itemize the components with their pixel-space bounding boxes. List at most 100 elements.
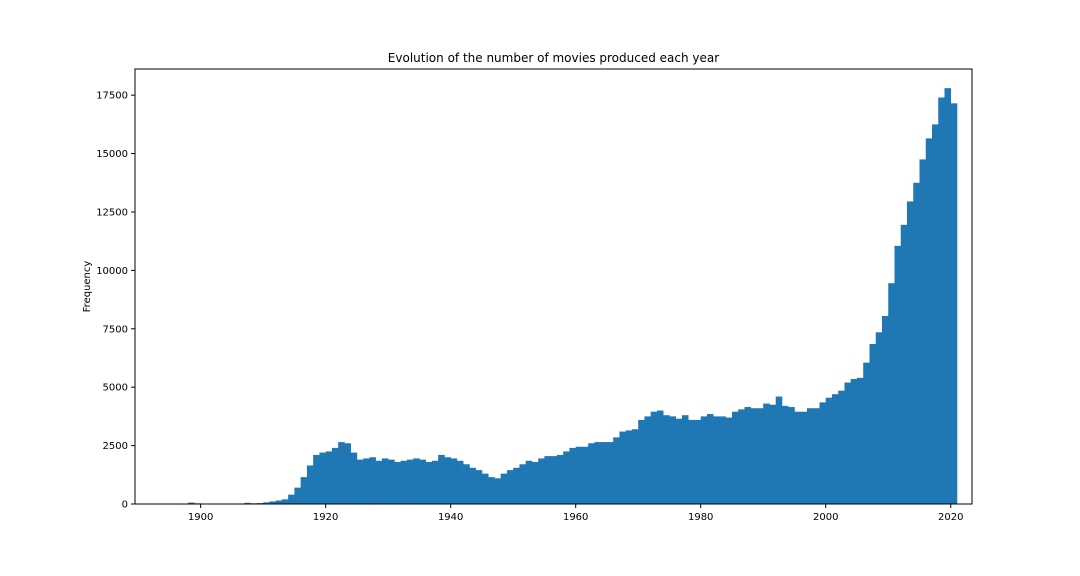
histogram-bar <box>688 419 695 504</box>
histogram-bar <box>713 416 720 504</box>
histogram-bar <box>350 452 358 504</box>
y-tick-label: 12500 <box>96 207 128 218</box>
histogram-bar <box>331 447 339 504</box>
histogram-bar <box>738 409 745 504</box>
histogram-bar <box>606 442 614 504</box>
histogram-bar <box>281 499 289 504</box>
y-axis-ticks: 0 2500 5000 7500 10000 12500 15000 17500 <box>96 91 135 511</box>
histogram-bar <box>569 447 576 504</box>
histogram-bar <box>944 88 952 504</box>
histogram-bar <box>544 456 551 504</box>
x-tick-label: 1960 <box>563 512 588 523</box>
histogram-bar <box>263 502 270 504</box>
histogram-bar <box>775 396 783 504</box>
histogram-bar <box>894 245 902 504</box>
histogram-bar <box>300 477 308 504</box>
histogram-bar <box>844 382 852 504</box>
histogram-bar <box>706 414 714 504</box>
histogram-bar <box>563 451 570 504</box>
histogram-bar <box>525 460 533 504</box>
histogram-bar <box>419 459 426 504</box>
y-tick-label: 17500 <box>96 91 128 102</box>
histogram-bar <box>313 454 320 504</box>
histogram-bar <box>344 443 351 504</box>
histogram-bar <box>400 460 408 504</box>
y-tick-label: 0 <box>122 500 128 511</box>
histogram-bar <box>481 473 489 504</box>
histogram-bar <box>850 379 858 504</box>
histogram-bar <box>825 397 833 504</box>
x-tick-label: 1920 <box>313 512 338 523</box>
histogram-bar <box>381 458 389 504</box>
histogram-bar <box>631 429 639 504</box>
histogram-bar <box>950 103 958 504</box>
histogram-bar <box>819 402 827 504</box>
histogram-bar <box>306 465 314 504</box>
histogram-bar <box>838 390 845 504</box>
histogram-bar <box>269 501 276 504</box>
histogram-bar <box>538 458 545 504</box>
histogram-bar <box>913 182 920 504</box>
histogram-bar <box>625 430 633 504</box>
histogram-bar <box>725 417 733 504</box>
histogram-bar <box>388 459 395 504</box>
histogram-bar <box>275 500 283 504</box>
histogram-bar <box>750 408 758 504</box>
histogram-bar <box>763 403 770 504</box>
histogram-bar <box>938 97 945 504</box>
histogram-bar <box>781 405 789 504</box>
histogram-bar <box>694 419 702 504</box>
histogram-bar <box>856 377 864 504</box>
histogram-bar <box>925 138 933 504</box>
histogram-bar <box>369 457 376 504</box>
histogram-bar <box>406 459 414 504</box>
histogram-bar <box>506 470 514 504</box>
histogram-bar <box>463 464 470 504</box>
histogram-bar <box>500 473 508 504</box>
histogram-bar <box>619 431 626 504</box>
histogram-bar <box>338 442 345 504</box>
x-tick-label: 1980 <box>688 512 713 523</box>
histogram-bar <box>681 415 689 504</box>
axes-frame <box>134 68 973 505</box>
histogram-bar <box>794 411 802 504</box>
histogram-bar <box>444 457 451 504</box>
y-axis-label: Frequency <box>82 261 93 313</box>
histogram-bar <box>450 458 458 504</box>
histogram-bar <box>638 419 645 504</box>
histogram-bar <box>675 418 683 504</box>
x-tick-label: 2000 <box>813 512 838 523</box>
histogram-bar <box>356 459 364 504</box>
histogram-bar <box>719 416 727 504</box>
histogram-bar <box>594 442 601 504</box>
histogram-bar <box>875 332 883 504</box>
x-tick-label: 2020 <box>938 512 963 523</box>
histogram-bar <box>363 458 370 504</box>
histogram-bar <box>888 283 895 504</box>
histogram-bar <box>556 454 564 504</box>
bars-group <box>188 88 958 505</box>
y-tick-label: 7500 <box>103 324 128 335</box>
histogram-bar <box>663 415 670 504</box>
histogram-bar <box>413 458 420 504</box>
histogram-bar <box>469 467 476 504</box>
histogram-bar <box>813 408 820 504</box>
histogram-bar <box>519 464 526 504</box>
histogram-bar <box>588 443 595 504</box>
histogram-bar <box>806 408 814 504</box>
histogram-bar <box>438 454 445 504</box>
histogram-bar <box>881 315 889 504</box>
histogram-bar <box>831 394 839 504</box>
histogram-bar <box>531 461 539 504</box>
histogram-bar <box>650 411 658 504</box>
y-tick-label: 2500 <box>103 441 128 452</box>
chart-title: Evolution of the number of movies produc… <box>388 51 719 65</box>
histogram-bar <box>900 224 908 504</box>
histogram-bar <box>669 416 676 504</box>
histogram-bar <box>600 442 608 504</box>
x-axis-ticks: 1900 1920 1940 1960 1980 2000 2020 <box>188 504 963 523</box>
histogram-bar <box>431 460 439 504</box>
histogram-bar <box>288 494 295 504</box>
y-tick-label: 10000 <box>96 266 128 277</box>
histogram-bar <box>394 461 401 504</box>
